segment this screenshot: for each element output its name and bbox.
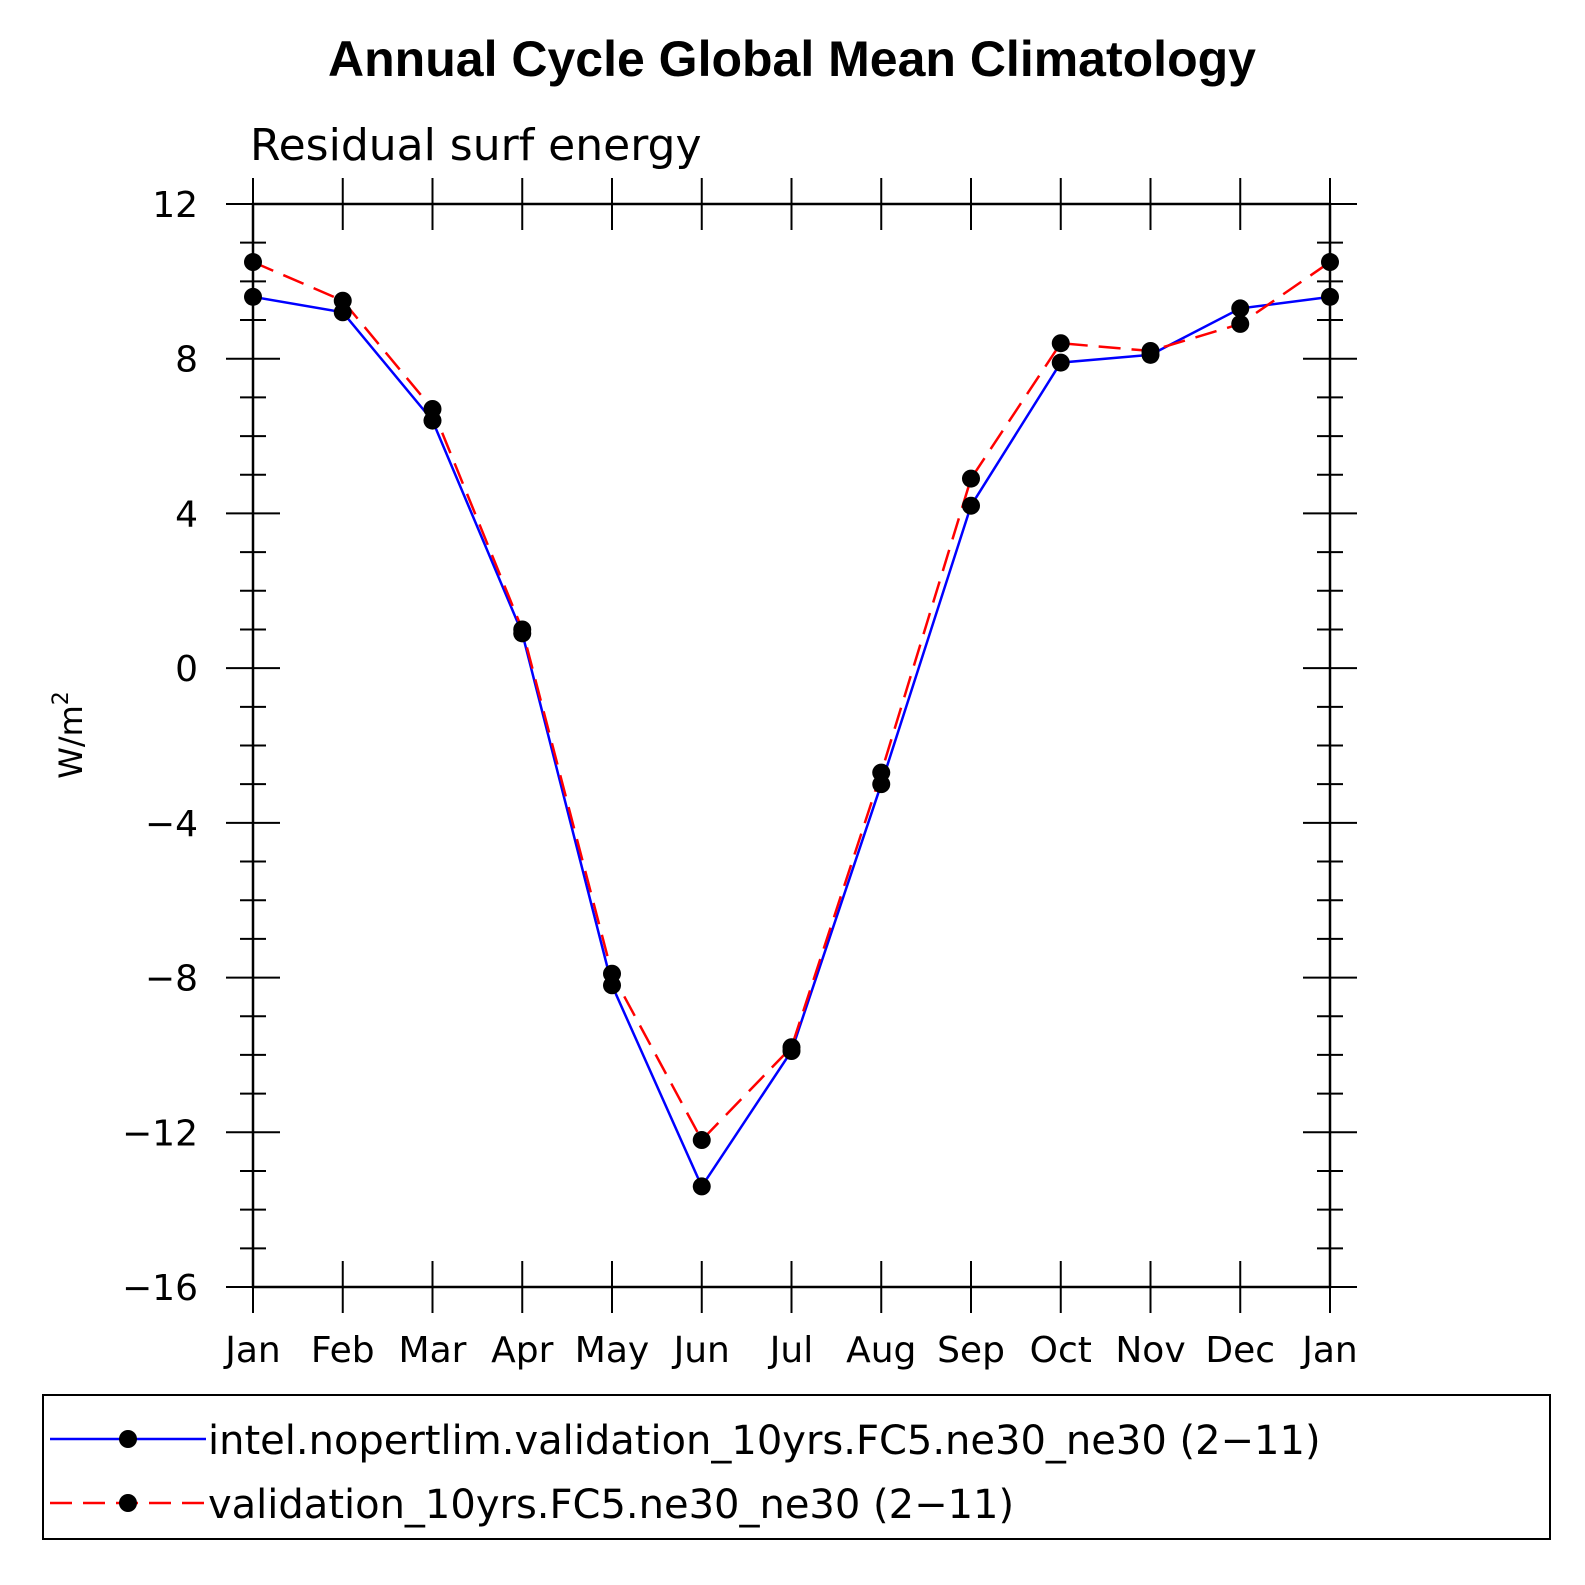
series-2-point [782, 1038, 801, 1057]
y-tick-label: 4 [175, 494, 198, 535]
y-tick-label: −4 [145, 804, 198, 845]
series-2-point [1321, 253, 1339, 272]
series-2-point [1141, 341, 1160, 360]
x-tick-label: Oct [1030, 1330, 1092, 1371]
series-2-point [423, 399, 442, 418]
x-tick-labels: Jan Feb Mar Apr May Jun Jul Aug Sep Oct Nov Dec Jan [223, 1330, 1358, 1371]
legend-label-series-1: intel.nopertlim.validation_10yrs.FC5.ne3… [208, 1418, 1321, 1464]
x-tick-label: Sep [937, 1330, 1005, 1371]
legend-label-series-2: validation_10yrs.FC5.ne30_ne30 (2−11) [208, 1482, 1014, 1528]
series-1-point [1321, 287, 1339, 306]
legend-marker-series-1 [119, 1430, 137, 1448]
series-line-2 [252, 260, 1331, 1143]
series-2-point [1231, 314, 1250, 333]
series-2-point [692, 1131, 711, 1150]
y-axis-label-superscript: 2 [49, 691, 74, 705]
legend: intel.nopertlim.validation_10yrs.FC5.ne3… [42, 1394, 1551, 1540]
x-tick-label: Mar [399, 1330, 467, 1371]
series-2-point [244, 253, 262, 272]
x-tick-label: Jan [223, 1330, 281, 1371]
y-axis-label-main: W/m [52, 705, 90, 779]
series-1-point [1051, 353, 1070, 372]
series-2-point [872, 763, 891, 782]
x-tick-label: Apr [491, 1330, 553, 1371]
axis-ticks [226, 178, 1357, 1313]
series-1-point [244, 287, 262, 306]
series-2-point [333, 291, 352, 310]
legend-marker-series-2 [119, 1494, 137, 1512]
x-tick-label: May [575, 1330, 649, 1371]
series-layer [244, 253, 1339, 1196]
x-tick-label: Jan [1300, 1330, 1358, 1371]
x-tick-label: Aug [846, 1330, 916, 1371]
y-tick-label: −8 [145, 959, 198, 1000]
series-2-point [603, 964, 621, 983]
plot-frame [251, 202, 1332, 1289]
chart-subtitle: Residual surf energy [250, 120, 702, 171]
y-tick-label: 8 [175, 340, 198, 381]
y-tick-labels: 12 8 4 0 −4 −8 −12 −16 [122, 185, 198, 1309]
x-tick-label: Nov [1115, 1330, 1185, 1371]
chart-title: Annual Cycle Global Mean Climatology [328, 31, 1256, 87]
y-tick-label: −16 [122, 1268, 198, 1309]
x-tick-label: Jul [768, 1330, 813, 1371]
y-axis-label: W/m2 [49, 691, 90, 779]
x-tick-label: Jun [672, 1330, 730, 1371]
series-2-point [513, 620, 532, 639]
y-tick-label: 0 [175, 649, 198, 690]
x-tick-label: Dec [1205, 1330, 1275, 1371]
x-tick-label: Feb [311, 1330, 375, 1371]
series-2-point [962, 469, 980, 488]
y-tick-label: −12 [122, 1113, 198, 1154]
legend-box [42, 1394, 1551, 1540]
series-1-point [1231, 299, 1250, 318]
y-tick-label: 12 [152, 185, 198, 226]
series-1-point [692, 1177, 711, 1196]
series-2-point [1051, 334, 1070, 353]
series-1-point [962, 496, 980, 515]
